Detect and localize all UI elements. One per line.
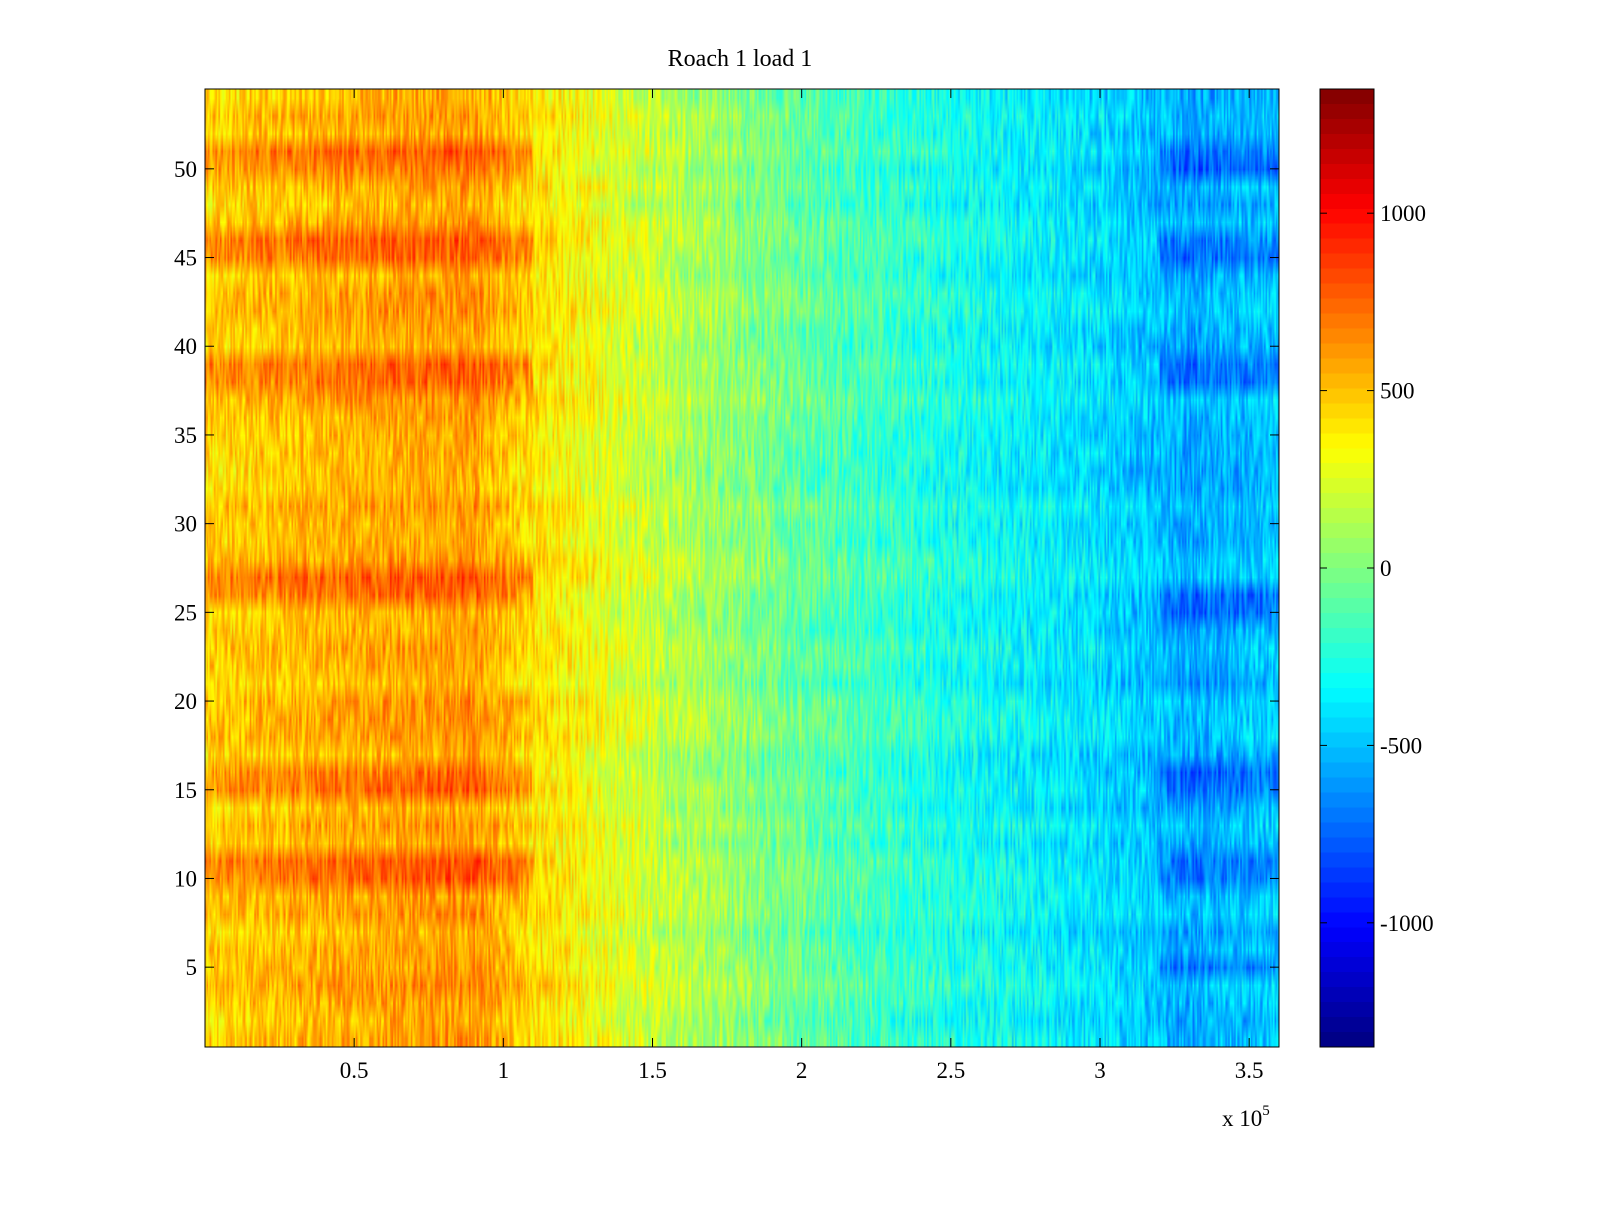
chart-title: Roach 1 load 1 [668,46,813,72]
x-tick-label: 3.5 [1235,1058,1264,1083]
colorbar-tick-label: 0 [1380,556,1392,581]
y-tick-label: 50 [174,157,197,182]
y-tick-label: 5 [186,955,198,980]
x-exponent-prefix: x 10 [1222,1106,1262,1131]
colorbar-tick-label: -500 [1380,733,1422,758]
colorbar-tick-label: 500 [1380,379,1415,404]
colorbar-tick-label: -1000 [1380,911,1434,936]
y-tick-label: 20 [174,689,197,714]
x-tick-label: 2.5 [936,1058,965,1083]
colorbar-tick-label: 1000 [1380,201,1426,226]
colorbar-ticks: -1000 -500 0 500 1000 [1320,201,1434,936]
heatmap-cells [205,89,1279,1047]
colorbar [1320,89,1374,1047]
y-tick-label: 35 [174,423,197,448]
x-exponent-power: 5 [1262,1103,1270,1119]
x-tick-label: 3 [1094,1058,1106,1083]
y-axis-ticks: 5 10 15 20 25 30 35 40 45 50 [174,157,1279,980]
x-exponent-label: x 105 [1222,1103,1270,1131]
y-tick-label: 25 [174,600,197,625]
y-tick-label: 10 [174,866,197,891]
x-tick-label: 0.5 [340,1058,369,1083]
y-tick-label: 15 [174,778,197,803]
y-tick-label: 40 [174,334,197,359]
y-tick-label: 30 [174,512,197,537]
x-axis-ticks: 0.5 1 1.5 2 2.5 3 3.5 [340,89,1264,1083]
x-tick-label: 2 [796,1058,808,1083]
plot-frame [204,88,1280,1048]
x-tick-label: 1.5 [638,1058,667,1083]
y-tick-label: 45 [174,246,197,271]
x-tick-label: 1 [498,1058,510,1083]
